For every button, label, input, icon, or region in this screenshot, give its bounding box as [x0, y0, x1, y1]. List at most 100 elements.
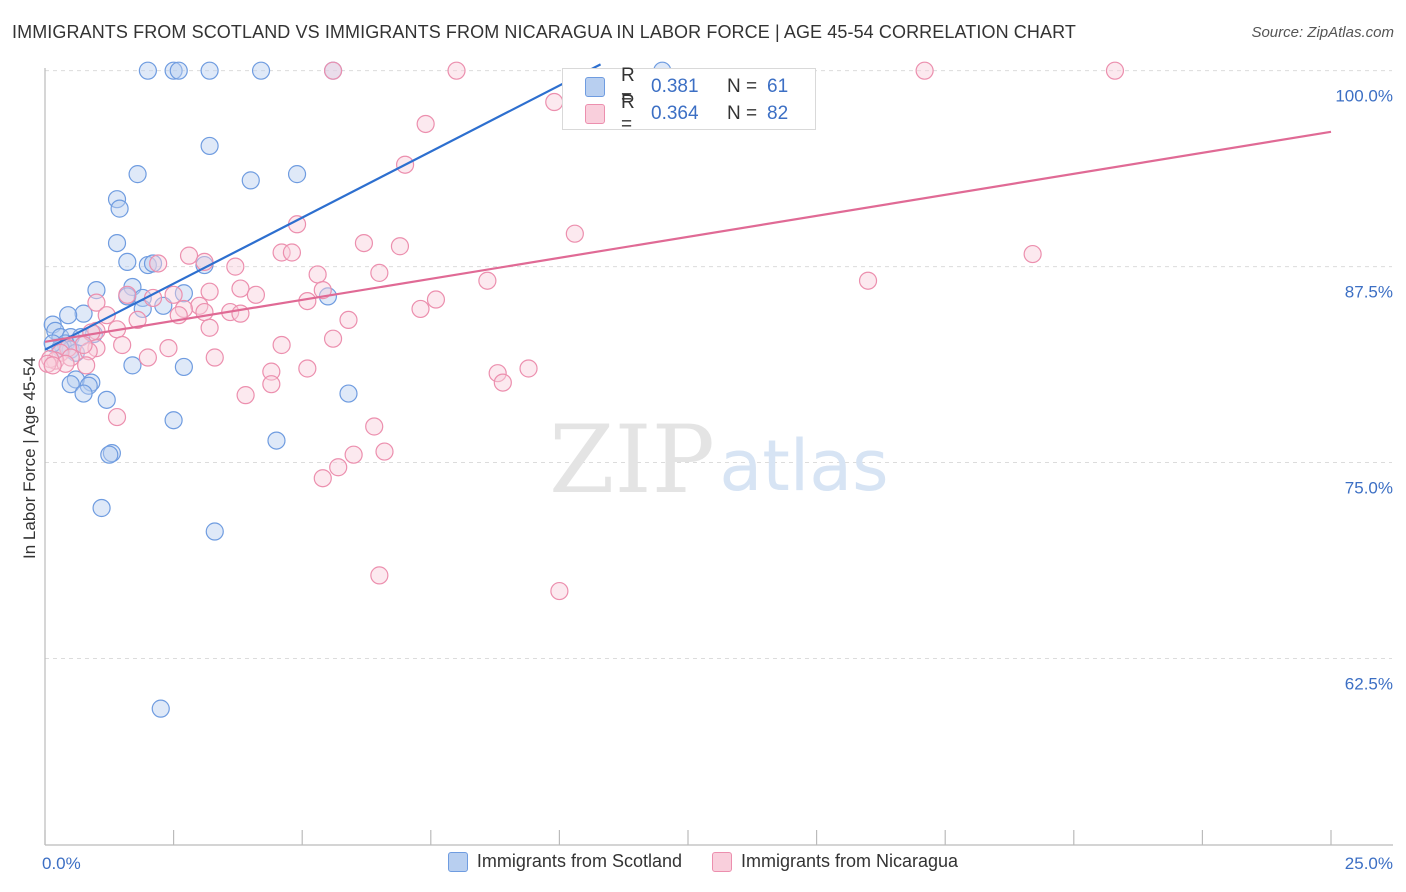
nicaragua-point	[205, 348, 224, 367]
nicaragua-point	[179, 246, 199, 265]
r-label: R =	[621, 65, 635, 108]
nicaragua-point	[375, 442, 394, 461]
nicaragua-point	[390, 237, 410, 256]
nicaragua-point	[308, 265, 327, 284]
nicaragua-point	[915, 61, 934, 80]
scotland-point	[138, 61, 157, 80]
nicaragua-point	[246, 285, 266, 304]
nicaragua-point	[365, 417, 384, 436]
y-axis-label: In Labor Force | Age 45-54	[20, 357, 39, 559]
scotland-point	[123, 356, 142, 375]
nicaragua-point	[128, 310, 147, 330]
scotland-trend-line	[44, 63, 602, 351]
nicaragua-point	[272, 335, 291, 355]
nicaragua-point	[87, 293, 106, 312]
watermark: ZIP atlas	[549, 406, 888, 515]
scotland-point	[200, 61, 219, 80]
nicaragua-point	[426, 290, 446, 309]
nicaragua-point	[323, 329, 343, 348]
nicaragua-point	[488, 364, 507, 383]
nicaragua-point	[344, 445, 363, 464]
stats-swatch-blue	[585, 77, 605, 97]
nicaragua-point	[858, 271, 878, 290]
nicaragua-point	[77, 356, 96, 375]
scotland-point	[241, 171, 260, 190]
scotland-point	[143, 254, 163, 273]
y-tick-label: 100.0%	[1335, 87, 1393, 106]
data-points	[38, 61, 1125, 718]
x-tick-label: 25.0%	[1345, 854, 1393, 873]
nicaragua-point	[565, 224, 584, 243]
scotland-point	[59, 306, 78, 325]
scotland-point	[87, 281, 106, 300]
scotland-point	[118, 252, 137, 272]
scotland-point	[251, 61, 271, 80]
legend-item-scotland[interactable]: Immigrants from Scotland	[447, 851, 682, 872]
nicaragua-point	[200, 282, 219, 301]
n-value: 61	[767, 76, 789, 97]
nicaragua-point	[231, 304, 250, 323]
scotland-point	[61, 375, 80, 394]
nicaragua-trend-line	[44, 130, 1332, 343]
y-tick-label: 75.0%	[1345, 479, 1393, 498]
scotland-point	[92, 498, 111, 518]
scotland-point	[205, 522, 224, 541]
source-label: Source: ZipAtlas.com	[1251, 24, 1394, 41]
nicaragua-point	[354, 233, 374, 253]
y-tick-label: 87.5%	[1345, 283, 1393, 302]
nicaragua-point	[231, 279, 250, 298]
nicaragua-point	[113, 335, 132, 355]
nicaragua-point	[74, 335, 93, 355]
grid-lines	[45, 70, 1392, 659]
nicaragua-point	[107, 407, 127, 427]
nicaragua-point	[236, 386, 255, 405]
tick-labels: 62.5% 75.0% 87.5% 100.0% 0.0% 25.0%	[42, 87, 1393, 873]
bottom-legend: Immigrants from Scotland Immigrants from…	[0, 851, 1406, 872]
r-value: 0.364	[651, 103, 699, 124]
nicaragua-point	[416, 114, 435, 134]
legend-label: Immigrants from Nicaragua	[741, 851, 959, 871]
stats-legend: R = 0.381 N = 61 R = 0.364 N = 82	[562, 65, 816, 135]
legend-swatch-pink	[712, 851, 732, 872]
scotland-point	[151, 699, 170, 718]
n-label: N =	[727, 103, 758, 124]
scotland-point	[164, 61, 183, 80]
scotland-point	[339, 384, 358, 403]
watermark-zip: ZIP	[549, 406, 715, 515]
chart-title: IMMIGRANTS FROM SCOTLAND VS IMMIGRANTS F…	[12, 22, 1076, 42]
r-value: 0.381	[651, 76, 699, 97]
nicaragua-point	[313, 281, 332, 300]
nicaragua-point	[329, 458, 348, 477]
nicaragua-point	[200, 318, 219, 337]
nicaragua-point	[43, 356, 62, 375]
x-tick-label: 0.0%	[42, 854, 81, 873]
nicaragua-point	[159, 339, 178, 358]
scotland-point	[287, 165, 307, 184]
scotland-point	[164, 411, 183, 430]
trend-lines	[44, 63, 1332, 351]
r-label: R =	[621, 92, 635, 135]
axes	[44, 68, 1393, 846]
nicaragua-point	[519, 359, 538, 378]
nicaragua-point	[298, 359, 317, 378]
scotland-point	[74, 304, 93, 323]
legend-item-nicaragua[interactable]: Immigrants from Nicaragua	[712, 851, 958, 872]
nicaragua-point	[370, 566, 389, 585]
scotland-point	[110, 199, 129, 218]
nicaragua-point	[262, 362, 281, 381]
nicaragua-point	[195, 302, 214, 322]
y-tick-label: 62.5%	[1345, 674, 1393, 693]
scotland-point	[100, 445, 119, 464]
legend-label: Immigrants from Scotland	[476, 851, 682, 871]
scotland-point	[200, 136, 219, 156]
nicaragua-point	[1023, 244, 1042, 264]
watermark-atlas: atlas	[719, 425, 888, 507]
nicaragua-point	[149, 254, 168, 273]
nicaragua-point	[545, 92, 564, 112]
nicaragua-point	[226, 257, 245, 276]
nicaragua-point	[262, 375, 281, 394]
scotland-point	[169, 61, 188, 80]
scotland-point	[97, 390, 116, 409]
nicaragua-point	[323, 61, 343, 80]
